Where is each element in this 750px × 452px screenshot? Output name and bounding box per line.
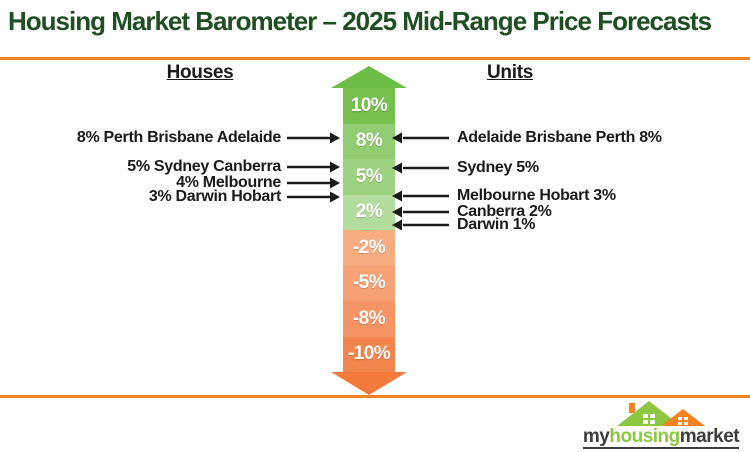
top-divider — [0, 57, 750, 60]
arrow-right-icon — [287, 191, 340, 203]
units-forecast-label: Canberra 2% — [457, 203, 552, 220]
units-forecast-label: Sydney 5% — [457, 159, 539, 176]
houses-label-row: 8% Perth Brisbane Adelaide — [77, 129, 341, 147]
houses-label-row: 5% Sydney Canberra — [127, 158, 341, 176]
arrow-right-icon — [287, 132, 340, 144]
houses-forecast-label: 5% Sydney Canberra — [127, 158, 281, 175]
arrow-left-icon — [392, 219, 449, 231]
arrow-right-icon — [287, 161, 340, 173]
houses-forecast-label: 3% Darwin Hobart — [148, 188, 281, 205]
units-label-row: Sydney 5% — [391, 159, 539, 177]
barometer-up-arrowhead-icon — [331, 66, 407, 88]
bottom-divider — [0, 395, 750, 398]
barometer-segment-minus8: -8% — [343, 301, 395, 337]
houses-column-header: Houses — [166, 62, 234, 83]
units-label-row: Melbourne Hobart 3% — [391, 187, 616, 205]
arrow-right-icon — [287, 177, 340, 189]
barometer-segment-minus10: -10% — [343, 336, 395, 372]
logo-wordmark-my: my — [582, 426, 610, 447]
units-label-row: Darwin 1% — [391, 216, 536, 234]
logo-houses-icon — [617, 401, 705, 426]
houses-forecast-label: 8% Perth Brisbane Adelaide — [76, 129, 281, 146]
logo-wordmark: myhousingmarket — [582, 426, 740, 449]
logo-wordmark-housing: housing — [609, 426, 680, 447]
arrow-left-icon — [392, 190, 449, 202]
logo-wordmark-market: market — [679, 426, 740, 447]
units-forecast-label: Adelaide Brisbane Perth 8% — [457, 129, 662, 146]
barometer-segment-plus8: 8% — [343, 123, 395, 159]
barometer-scale: 10% 8% 5% 2% -2% -5% -8% -10% — [343, 88, 395, 372]
houses-forecast-label: 4% Melbourne — [176, 174, 281, 191]
arrow-left-icon — [392, 132, 449, 144]
units-forecast-label: Melbourne Hobart 3% — [457, 187, 616, 204]
units-label-row: Adelaide Brisbane Perth 8% — [391, 129, 662, 147]
barometer-down-arrowhead-icon — [331, 372, 407, 395]
houses-label-row: 3% Darwin Hobart — [149, 188, 341, 206]
page-title: Housing Market Barometer – 2025 Mid-Rang… — [8, 6, 712, 36]
units-label-row: Canberra 2% — [391, 203, 552, 221]
barometer-segment-minus2: -2% — [343, 230, 395, 266]
units-forecast-label: Darwin 1% — [457, 216, 536, 233]
houses-label-row: 4% Melbourne — [176, 174, 341, 192]
barometer-segment-minus5: -5% — [343, 265, 395, 301]
barometer-segment-plus2: 2% — [343, 194, 395, 230]
arrow-left-icon — [392, 206, 449, 218]
arrow-left-icon — [392, 162, 449, 174]
barometer-segment-plus10: 10% — [343, 88, 395, 124]
units-column-header: Units — [486, 62, 533, 83]
myhousingmarket-logo: myhousingmarket — [582, 399, 740, 449]
barometer-segment-plus5: 5% — [343, 159, 395, 195]
